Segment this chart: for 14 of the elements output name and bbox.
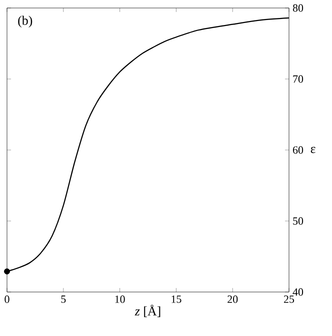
y-tick-label: 80: [292, 4, 304, 12]
y-tick-label: 70: [293, 75, 304, 83]
x-tick-label: 5: [61, 296, 66, 303]
x-tick-label: 15: [172, 296, 182, 303]
y-axis-title: ε: [310, 146, 316, 154]
x-tick-label: 10: [115, 296, 125, 303]
x-tick-label: 25: [284, 296, 294, 303]
y-tick-label: 50: [293, 217, 304, 225]
x-tick-label: 0: [4, 296, 10, 303]
x-tick-label: 20: [228, 296, 238, 303]
x-axis-title: z [Å]: [134, 304, 160, 318]
annotation: (b): [18, 16, 32, 28]
y-tick-label: 60: [292, 146, 304, 154]
y-tick-label: 40: [292, 288, 304, 296]
